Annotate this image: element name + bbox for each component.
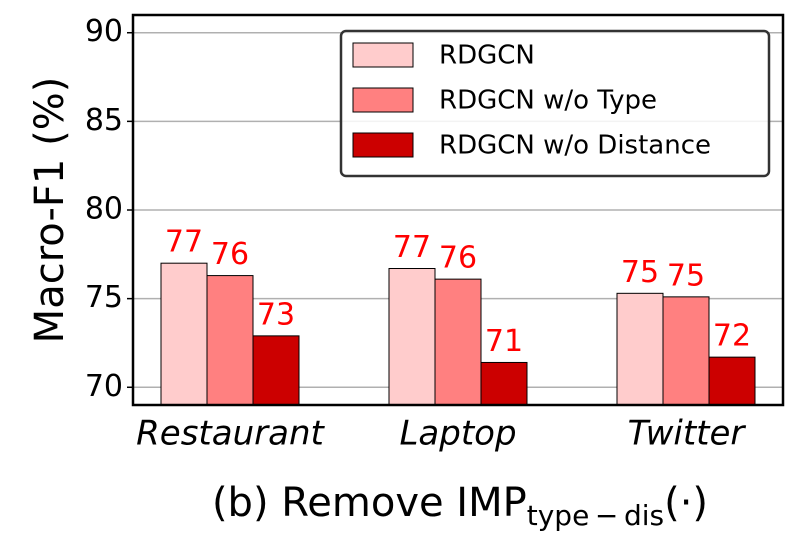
- title-suffix: (·): [664, 480, 708, 526]
- bar: [160, 262, 208, 406]
- y-tick-label: 75: [85, 280, 123, 315]
- plot-frame: [131, 13, 785, 407]
- bar: [708, 356, 756, 406]
- legend-swatch: [352, 87, 414, 113]
- y-tick-label: 85: [85, 103, 123, 138]
- bar: [480, 361, 528, 406]
- y-tick-label: 90: [85, 14, 123, 49]
- legend-swatch: [352, 132, 414, 158]
- value-label: 73: [257, 297, 295, 332]
- title-text: (b) Remove IMP: [212, 480, 527, 526]
- x-tick-label: Twitter: [628, 414, 747, 454]
- bar: [616, 292, 664, 406]
- y-tick-label: 70: [85, 369, 123, 404]
- legend-label: RDGCN w/o Distance: [439, 131, 711, 161]
- value-label: 77: [393, 230, 431, 265]
- value-label: 71: [485, 324, 523, 359]
- legend-swatch: [352, 42, 414, 68]
- bar: [662, 296, 710, 406]
- value-label: 72: [713, 319, 751, 354]
- value-label: 75: [667, 258, 705, 293]
- bar: [252, 335, 300, 406]
- chart-title: (b) Remove IMPtype − dis(·): [212, 480, 708, 532]
- legend-box: [339, 29, 771, 178]
- value-label: 77: [165, 225, 203, 260]
- bar: [388, 268, 436, 406]
- title-subscript: type − dis: [527, 499, 664, 532]
- y-axis-label: Macro-F1 (%): [27, 77, 73, 344]
- legend-label: RDGCN w/o Type: [439, 86, 657, 116]
- bar: [206, 275, 254, 406]
- legend-label: RDGCN: [439, 41, 535, 71]
- y-tick-label: 80: [85, 192, 123, 227]
- x-tick-label: Restaurant: [136, 414, 325, 454]
- value-label: 75: [621, 255, 659, 290]
- value-label: 76: [211, 237, 249, 272]
- value-label: 76: [439, 241, 477, 276]
- x-tick-label: Laptop: [399, 414, 516, 454]
- bar: [434, 278, 482, 406]
